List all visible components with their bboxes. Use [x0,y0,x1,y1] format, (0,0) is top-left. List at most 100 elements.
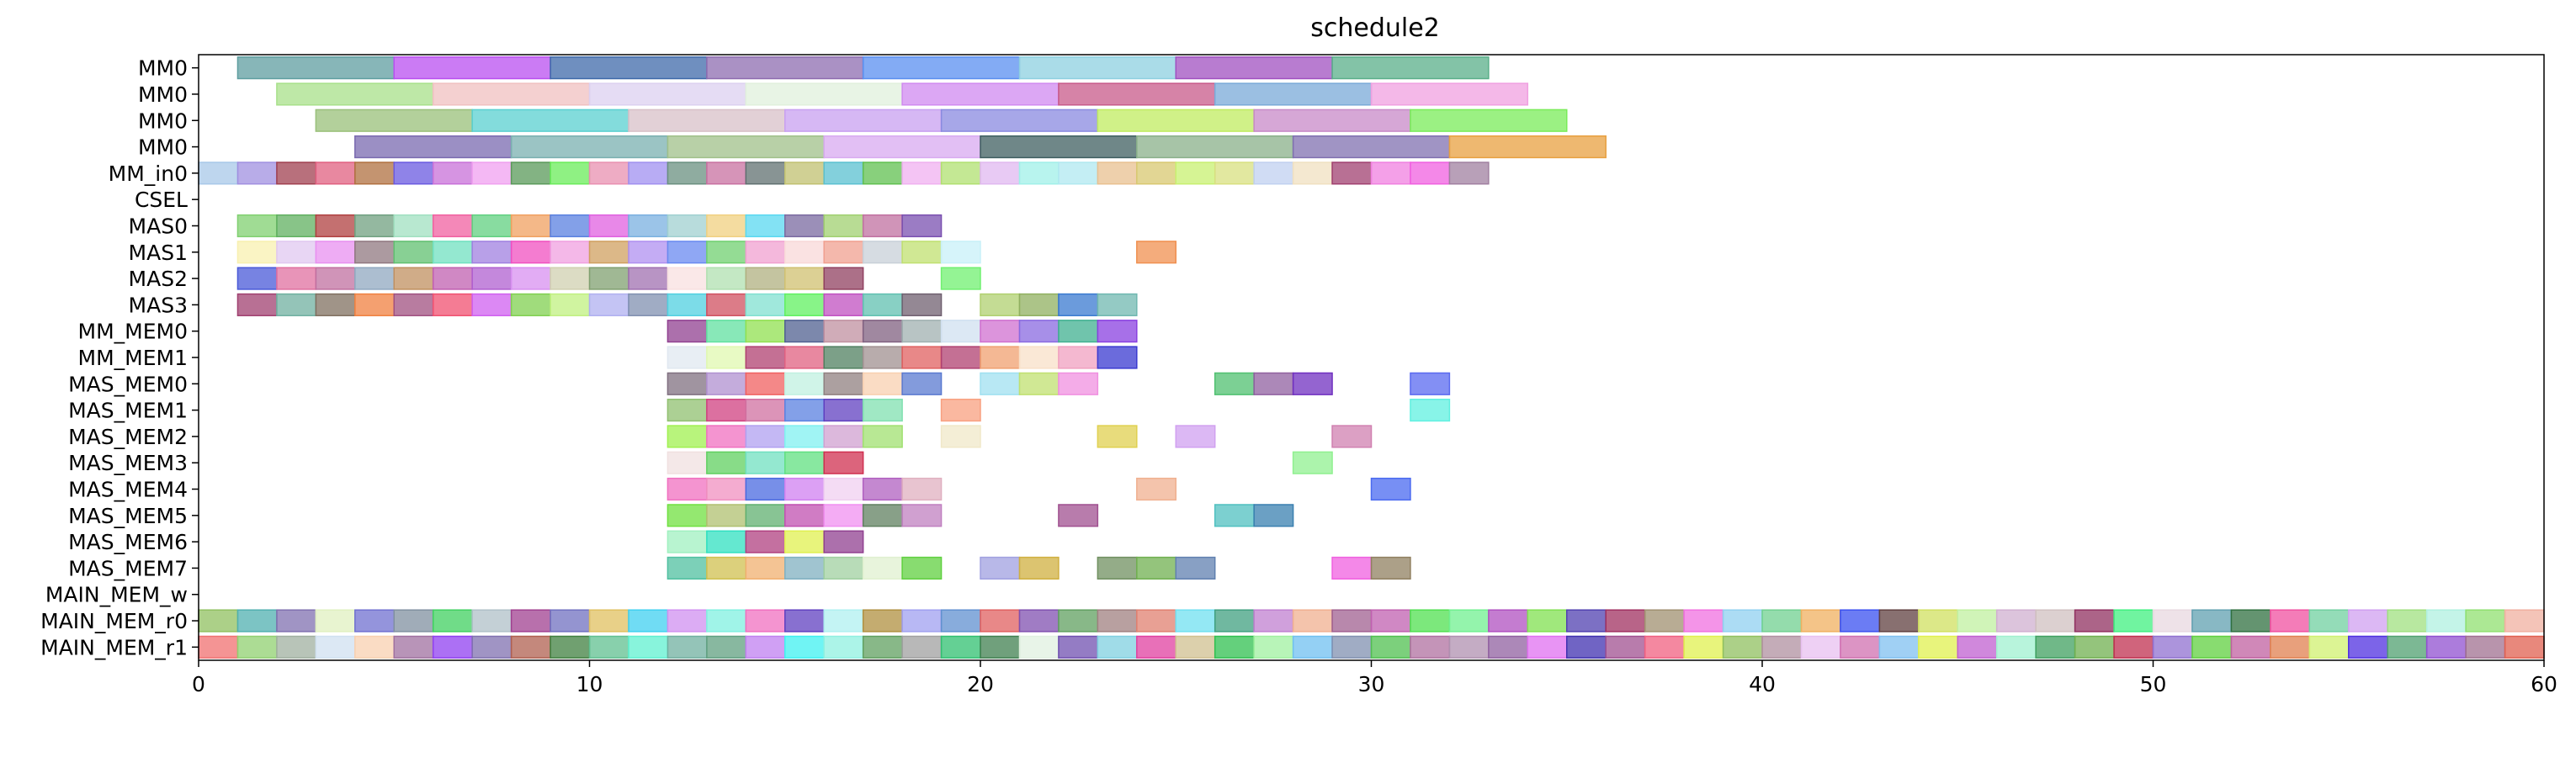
task-bar [745,477,786,501]
task-bar [980,372,1021,395]
task-bar [706,214,747,238]
task-bar [980,556,1021,580]
y-tick-label: MAS_MEM6 [68,530,188,554]
task-bar [784,504,825,527]
task-bar [1136,161,1177,185]
task-bar [1527,609,1568,633]
task-bar [588,161,629,185]
task-bar [432,214,473,238]
task-bar [393,161,434,185]
task-bar [1292,451,1333,474]
task-bar [823,451,864,474]
task-bar [706,425,747,448]
task-bar [980,293,1021,316]
task-bar [1018,609,1060,633]
task-bar [276,609,317,633]
task-bar [510,609,551,633]
task-bar [667,293,708,316]
task-bar [1605,635,1646,659]
task-bar [823,135,981,159]
task-bar [2035,609,2076,633]
task-bar [940,346,981,369]
task-bar [1058,320,1099,343]
task-bar [2387,635,2428,659]
task-bar [550,267,591,290]
task-bar [1370,635,1411,659]
y-tick-label: MM_in0 [109,161,188,186]
task-bar [276,293,317,316]
task-bar [667,161,708,185]
task-bar [745,372,786,395]
task-bar [432,267,473,290]
task-bar [236,214,278,238]
task-bar [784,346,825,369]
task-bar [1136,635,1177,659]
task-bar [1370,477,1411,501]
task-bar [1018,346,1060,369]
task-bar [706,451,747,474]
task-bar [1370,82,1529,106]
task-bar [940,635,981,659]
task-bar [667,530,708,553]
task-bar [2504,635,2545,659]
task-bar [706,161,747,185]
task-bar [236,241,278,264]
task-bar [510,267,551,290]
task-bar [1761,635,1803,659]
task-bar [1644,635,1685,659]
task-bar [1292,161,1333,185]
task-bar [1018,320,1060,343]
x-tick-label: 40 [1749,672,1776,696]
task-bar [901,609,943,633]
task-bar [784,609,825,633]
task-bar [1722,635,1763,659]
task-bar [940,399,981,422]
task-bar [1331,161,1373,185]
task-bar [745,241,786,264]
task-bar [1097,320,1138,343]
task-bar [588,82,747,106]
task-bar [706,399,747,422]
y-tick-label: MAS_MEM4 [68,478,188,502]
task-bar [354,214,395,238]
task-bar [1018,56,1176,80]
task-bar [1448,609,1490,633]
y-tick-label: MAS2 [129,267,188,291]
task-bar [2387,609,2428,633]
task-bar [901,635,943,659]
task-bar [198,635,239,659]
task-bar [862,477,903,501]
task-bar [276,82,434,106]
task-bar [706,320,747,343]
task-bar [510,214,551,238]
task-bar [784,399,825,422]
task-bar [901,556,943,580]
task-bar [1957,635,1998,659]
task-bar [823,293,864,316]
task-bar [432,293,473,316]
task-bar [588,241,629,264]
task-bar [706,504,747,527]
y-tick-label: MAS3 [129,293,188,317]
task-bar [354,161,395,185]
task-bar [1448,135,1607,159]
task-bar [1410,372,1451,395]
x-tick-label: 20 [967,672,994,696]
task-bar [1136,556,1177,580]
task-bar [588,609,629,633]
task-bar [784,320,825,343]
task-bar [1058,372,1099,395]
task-bar [1331,635,1373,659]
task-bar [745,399,786,422]
task-bar [667,425,708,448]
task-bar [510,293,551,316]
task-bar [1097,161,1138,185]
task-bar [1136,135,1294,159]
task-bar [315,293,356,316]
task-bar [2425,609,2467,633]
task-bar [2191,635,2233,659]
task-bar [1410,635,1451,659]
task-bar [628,293,669,316]
task-bar [940,320,981,343]
task-bar [2425,635,2467,659]
